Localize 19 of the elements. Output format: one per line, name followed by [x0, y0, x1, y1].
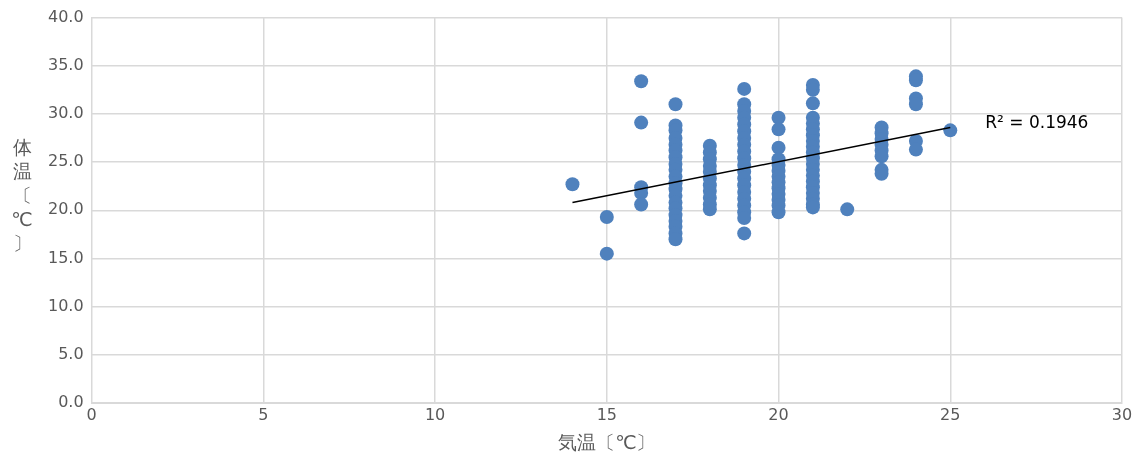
- x-tick-label: 0: [86, 404, 97, 424]
- y-tick-label: 40.0: [48, 6, 84, 26]
- annotation: R² = 0.1946: [985, 111, 1089, 132]
- y-axis-title: 体温〔℃〕: [10, 135, 34, 255]
- y-tick-label: 25.0: [48, 151, 84, 171]
- y-tick-label: 30.0: [48, 103, 84, 123]
- x-tick-label: 10: [424, 404, 446, 424]
- y-tick-label: 35.0: [48, 54, 84, 74]
- y-tick-label: 15.0: [48, 247, 84, 267]
- y-tick-label: 20.0: [48, 199, 84, 219]
- y-tick-label: 0.0: [58, 392, 84, 412]
- y-tick-label: 5.0: [58, 343, 84, 363]
- x-tick-label: 5: [258, 404, 269, 424]
- x-axis-title: 気温〔℃〕: [558, 430, 656, 453]
- x-tick-label: 25: [940, 404, 961, 424]
- y-tick-label: 10.0: [48, 295, 84, 315]
- x-tick-label: 15: [596, 404, 617, 424]
- x-tick-label: 20: [768, 404, 789, 424]
- x-tick-label: 30: [1111, 404, 1133, 424]
